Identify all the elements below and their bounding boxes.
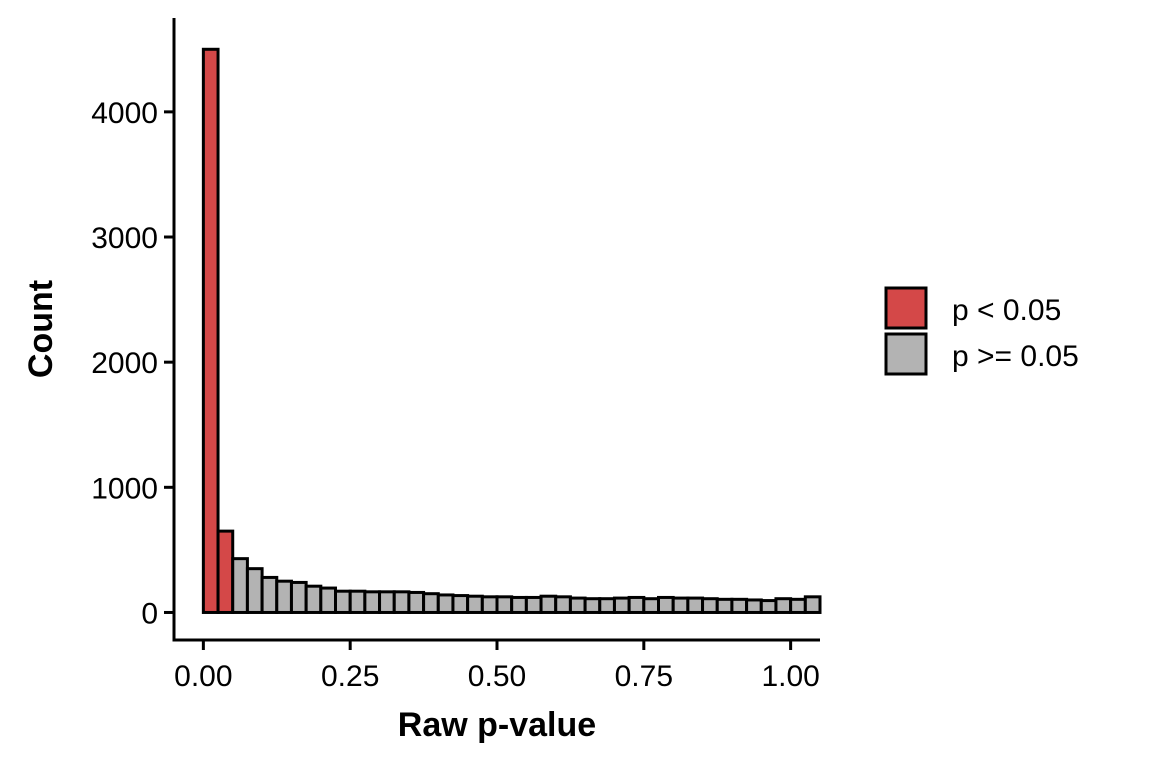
histogram-bar xyxy=(686,596,705,614)
legend-label: p >= 0.05 xyxy=(952,340,1079,373)
histogram-bar xyxy=(451,594,470,614)
y-tick-label: 1000 xyxy=(91,472,158,505)
histogram-bar xyxy=(627,595,646,614)
legend-label: p < 0.05 xyxy=(952,294,1061,327)
histogram-bar xyxy=(245,567,264,614)
histogram-bar xyxy=(745,598,763,614)
histogram-bar xyxy=(260,575,279,614)
histogram-bar xyxy=(407,590,426,614)
y-tick-label: 2000 xyxy=(91,347,158,380)
histogram-bar xyxy=(642,597,660,614)
x-tick-label: 0.50 xyxy=(468,660,526,693)
histogram-bar xyxy=(657,595,675,614)
histogram-bar xyxy=(803,595,822,614)
histogram-bar xyxy=(583,597,602,614)
x-tick-label: 1.00 xyxy=(761,660,819,693)
histogram-bar xyxy=(319,586,337,614)
histogram-bar xyxy=(231,557,249,614)
y-axis-title: Count xyxy=(22,280,60,378)
histogram-bar xyxy=(216,529,235,614)
y-tick-label: 3000 xyxy=(91,222,158,255)
histogram-bar xyxy=(510,595,528,614)
histogram-bar xyxy=(436,593,455,614)
histogram-bar xyxy=(348,589,367,614)
x-axis-title: Raw p-value xyxy=(398,706,596,744)
histogram-bar xyxy=(524,595,543,614)
histogram-bar xyxy=(598,597,616,614)
y-tick-label: 4000 xyxy=(91,97,158,130)
x-tick-label: 0.25 xyxy=(321,660,379,693)
histogram-bar xyxy=(612,596,631,614)
x-ticks-group: 0.00 0.25 0.50 0.75 1.00 xyxy=(174,640,820,693)
x-tick-label: 0.00 xyxy=(174,660,232,693)
histogram-bar xyxy=(466,594,484,614)
histogram-bar xyxy=(289,580,308,614)
histogram-bar xyxy=(304,584,323,614)
histogram-bar xyxy=(701,597,719,614)
histogram-bar xyxy=(554,595,572,614)
histogram-bar xyxy=(422,592,440,614)
histogram-bar xyxy=(715,597,734,614)
histogram-bar xyxy=(392,590,411,614)
legend-swatch xyxy=(884,286,928,330)
y-tick-label: 0 xyxy=(141,597,158,630)
histogram-bar xyxy=(363,590,382,614)
legend: p < 0.05 p >= 0.05 xyxy=(884,286,1079,376)
histogram-bar xyxy=(759,599,778,614)
histogram-bar xyxy=(480,595,499,614)
histogram-bar xyxy=(671,596,690,614)
y-ticks-group: 0 1000 2000 3000 4000 xyxy=(91,97,174,630)
bars-group xyxy=(201,47,822,614)
x-tick-label: 0.75 xyxy=(615,660,673,693)
histogram-bar xyxy=(774,597,793,614)
histogram-bar xyxy=(568,596,587,614)
histogram-bar xyxy=(495,595,514,614)
histogram-bar xyxy=(378,590,396,614)
legend-swatch xyxy=(884,332,928,376)
histogram-bar xyxy=(789,597,807,614)
histogram-bar xyxy=(334,589,352,614)
histogram-bar xyxy=(730,597,749,614)
histogram-bar xyxy=(275,579,293,614)
histogram-bar xyxy=(539,594,558,614)
histogram-bar xyxy=(201,47,220,614)
